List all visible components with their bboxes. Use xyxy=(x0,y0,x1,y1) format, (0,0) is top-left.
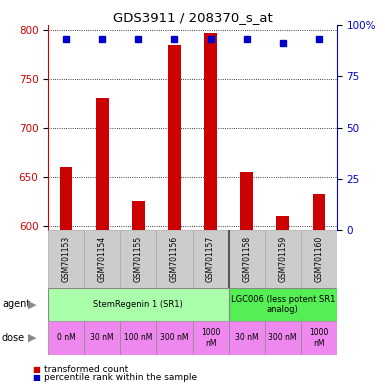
Bar xyxy=(229,321,265,355)
Text: GSM701160: GSM701160 xyxy=(314,236,323,282)
Text: 30 nM: 30 nM xyxy=(90,333,114,343)
Bar xyxy=(60,167,72,230)
Text: GDS3911 / 208370_s_at: GDS3911 / 208370_s_at xyxy=(113,11,272,24)
Text: GSM701154: GSM701154 xyxy=(98,236,107,282)
Bar xyxy=(120,230,156,288)
Text: 300 nM: 300 nM xyxy=(268,333,297,343)
Bar xyxy=(276,216,289,230)
Bar xyxy=(240,172,253,230)
Bar xyxy=(265,321,301,355)
Text: GSM701159: GSM701159 xyxy=(278,236,287,282)
Text: ■: ■ xyxy=(33,372,40,382)
Bar xyxy=(120,321,156,355)
Text: 1000
nM: 1000 nM xyxy=(201,328,220,348)
Text: transformed count: transformed count xyxy=(44,365,129,374)
Text: 30 nM: 30 nM xyxy=(235,333,258,343)
Text: ▶: ▶ xyxy=(28,299,36,310)
Text: ■: ■ xyxy=(33,365,40,374)
Bar xyxy=(84,321,120,355)
Bar xyxy=(132,201,145,230)
Text: percentile rank within the sample: percentile rank within the sample xyxy=(44,372,198,382)
Text: 0 nM: 0 nM xyxy=(57,333,75,343)
Text: ▶: ▶ xyxy=(28,333,36,343)
Text: GSM701157: GSM701157 xyxy=(206,236,215,282)
Text: dose: dose xyxy=(2,333,25,343)
Text: GSM701155: GSM701155 xyxy=(134,236,143,282)
Bar xyxy=(301,321,337,355)
Bar xyxy=(192,321,229,355)
Bar xyxy=(204,33,217,230)
Text: 300 nM: 300 nM xyxy=(160,333,189,343)
Bar xyxy=(229,288,337,321)
Text: StemRegenin 1 (SR1): StemRegenin 1 (SR1) xyxy=(94,300,183,309)
Bar xyxy=(48,321,84,355)
Bar xyxy=(265,230,301,288)
Text: 100 nM: 100 nM xyxy=(124,333,152,343)
Bar xyxy=(48,288,229,321)
Text: GSM701156: GSM701156 xyxy=(170,236,179,282)
Text: agent: agent xyxy=(2,299,30,310)
Bar xyxy=(156,321,192,355)
Bar xyxy=(192,230,229,288)
Text: GSM701153: GSM701153 xyxy=(62,236,71,282)
Bar xyxy=(48,230,84,288)
Text: GSM701158: GSM701158 xyxy=(242,236,251,282)
Bar xyxy=(96,98,109,230)
Bar xyxy=(156,230,192,288)
Bar xyxy=(313,194,325,230)
Bar xyxy=(301,230,337,288)
Bar xyxy=(229,230,265,288)
Text: 1000
nM: 1000 nM xyxy=(309,328,328,348)
Text: LGC006 (less potent SR1
analog): LGC006 (less potent SR1 analog) xyxy=(231,295,335,314)
Bar xyxy=(168,45,181,230)
Bar xyxy=(84,230,120,288)
